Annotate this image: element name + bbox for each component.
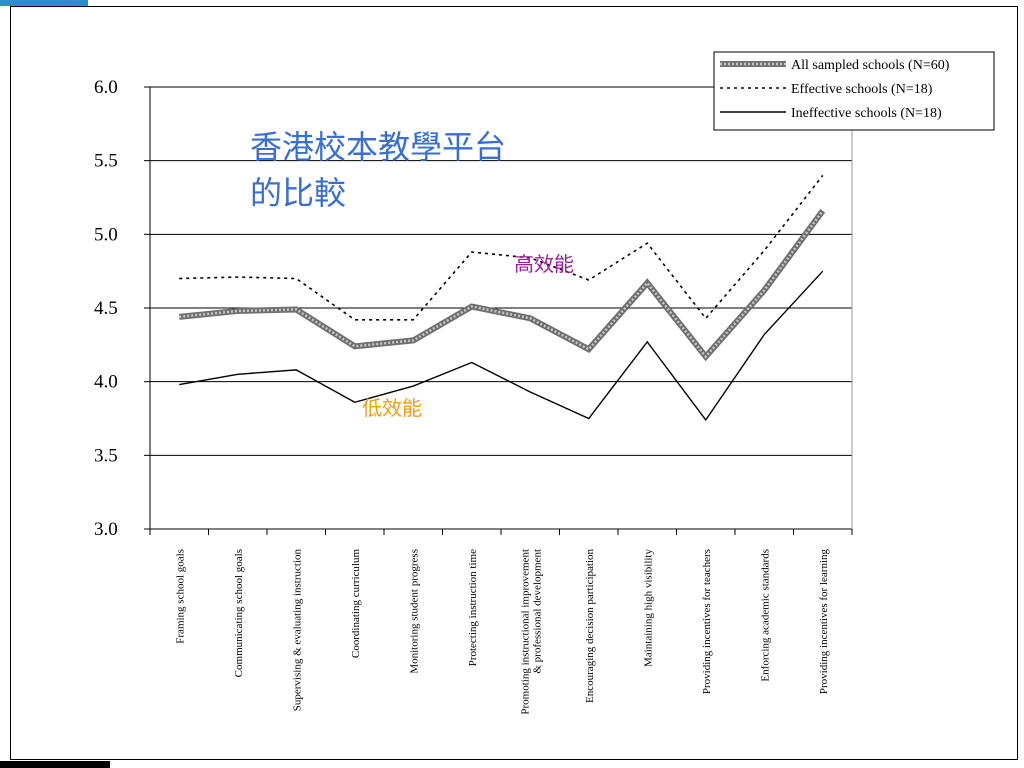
y-tick-label: 6.0 <box>94 77 118 98</box>
legend: All sampled schools (N=60) Effective scho… <box>713 51 995 131</box>
legend-box <box>713 51 995 131</box>
annotation-high-effectiveness: 高效能 <box>514 252 574 276</box>
x-category-labels: Framing school goals Communicating school… <box>174 549 830 715</box>
legend-entry-label: All sampled schools (N=60) <box>791 58 950 73</box>
legend-entry-label: Effective schools (N=18) <box>791 82 933 97</box>
corner-accent-top <box>0 0 88 6</box>
x-category-label: Enforcing academic standards <box>759 549 771 682</box>
corner-accent-bottom <box>0 761 110 768</box>
x-category-label: Encouraging decision participation <box>584 549 596 703</box>
x-category-label: Providing incentives for learning <box>818 549 830 695</box>
axes <box>149 87 853 535</box>
x-category-label: Monitoring student progress <box>408 549 420 674</box>
x-category-label: Providing incentives for teachers <box>701 549 713 694</box>
y-tick-label: 5.5 <box>94 151 118 172</box>
series-line-2 <box>179 270 824 422</box>
x-category-label: Protecting instruction time <box>467 549 479 666</box>
slide-frame <box>10 6 1018 760</box>
y-tick-label: 4.0 <box>94 372 118 393</box>
legend-entry-label: Ineffective schools (N=18) <box>791 106 942 121</box>
series-lines <box>178 174 826 422</box>
series-line-1 <box>179 174 824 321</box>
x-category-label: Maintaining high visibility <box>642 549 654 667</box>
y-tick-labels: 3.0 3.5 4.0 4.5 5.0 5.5 6.0 <box>94 77 118 540</box>
y-tick-label: 4.5 <box>94 298 118 319</box>
y-tick-label: 5.0 <box>94 224 118 245</box>
x-category-label: Communicating school goals <box>233 549 245 677</box>
x-category-label: Supervising & evaluating instruction <box>291 549 303 712</box>
x-category-label: & professional development <box>531 549 543 674</box>
overlay-title-line-1: 香港校本教學平台 <box>250 128 506 166</box>
annotation-low-effectiveness: 低效能 <box>362 396 422 420</box>
x-category-label: Promoting instructional improvement <box>519 549 531 715</box>
x-category-label: Framing school goals <box>174 549 186 644</box>
series-line-0 <box>178 208 826 362</box>
y-tick-label: 3.5 <box>94 445 118 466</box>
x-category-label: Coordinating curriculum <box>350 549 362 659</box>
overlay-title-line-2: 的比較 <box>250 174 346 212</box>
y-tick-label: 3.0 <box>94 519 118 540</box>
